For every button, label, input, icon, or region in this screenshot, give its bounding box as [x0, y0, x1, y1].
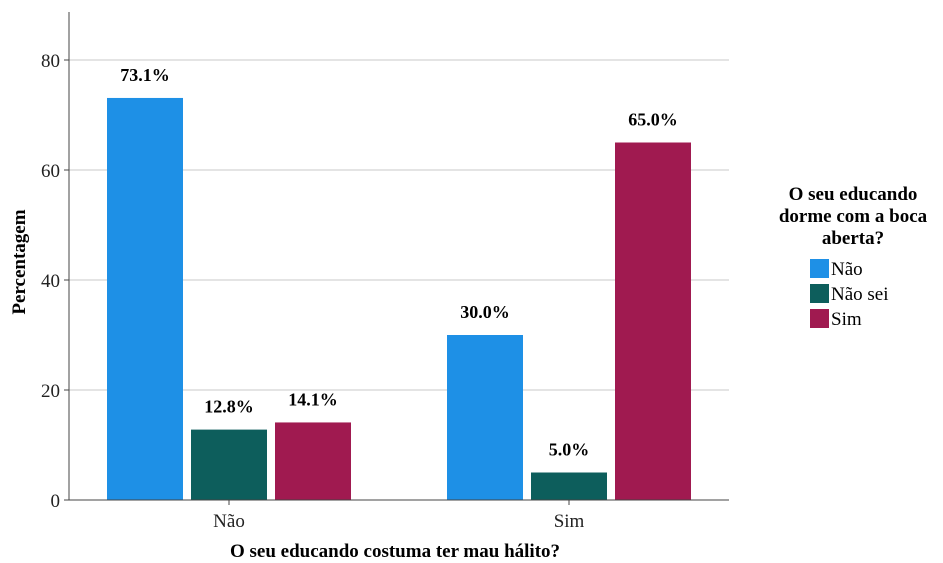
legend-entry-label: Não sei	[831, 284, 889, 305]
y-tick-label: 0	[51, 491, 61, 512]
bar-data-label: 12.8%	[204, 397, 254, 417]
legend-title-line: aberta?	[822, 228, 884, 249]
legend-entry-label: Não	[831, 259, 863, 280]
legend-swatch	[810, 259, 829, 278]
legend-title-line: O seu educando	[789, 184, 918, 205]
x-tick-label: Não	[213, 511, 245, 532]
bar	[191, 429, 267, 500]
bar-data-label: 73.1%	[120, 65, 170, 85]
bar	[615, 142, 691, 500]
bar	[275, 422, 351, 500]
y-tick-label: 80	[41, 51, 60, 72]
legend-swatch	[810, 284, 829, 303]
bar-data-label: 14.1%	[288, 389, 338, 409]
y-axis-title: Percentagem	[9, 209, 30, 314]
bar-labels: 73.1% 12.8% 14.1% 30.0% 5.0% 65.0%	[120, 65, 678, 460]
legend-swatch	[810, 309, 829, 328]
bar-data-label: 65.0%	[628, 110, 678, 130]
bars	[107, 97, 691, 500]
y-axis-ticks: 0 20 40 60 80	[41, 51, 69, 512]
y-tick-label: 40	[41, 271, 60, 292]
bar-data-label: 30.0%	[460, 302, 510, 322]
y-tick-label: 20	[41, 381, 60, 402]
legend-title-line: dorme com a boca	[779, 206, 928, 227]
legend-entry-label: Sim	[831, 309, 862, 330]
x-tick-label: Sim	[554, 511, 585, 532]
bar	[447, 335, 523, 500]
axes	[68, 12, 729, 501]
x-axis-title: O seu educando costuma ter mau hálito?	[230, 541, 560, 562]
bar-data-label: 5.0%	[549, 440, 590, 460]
y-tick-label: 60	[41, 161, 60, 182]
bar	[107, 97, 183, 500]
bar	[531, 472, 607, 500]
x-axis-ticks: Não Sim	[213, 500, 585, 532]
